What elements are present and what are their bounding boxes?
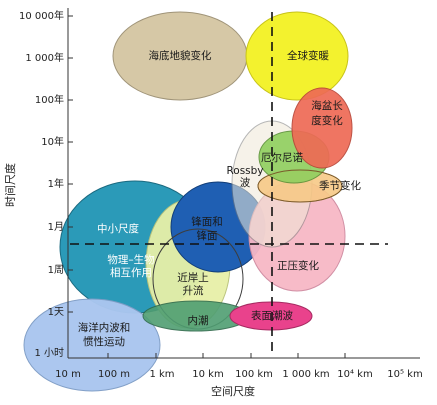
rossby-label-line1: Rossby [226,165,263,177]
biophysical-label-line2: 相互作用 [110,266,152,279]
basin-region [291,87,353,169]
meso-label: 中小尺度 [97,222,139,235]
fronts-label-line2: 锋面 [197,229,218,242]
rossby-label-line2: 波 [240,176,251,189]
elnino-label: 厄尔尼诺 [261,151,303,164]
upwelling-label-line1: 近岸上 [177,271,209,284]
basin-label-line1: 海盆长 [311,99,343,112]
x-tick-label-100m: 100 m [98,369,130,380]
seafloor-label: 海底地貌变化 [149,49,212,62]
y-tick-label-10000yr: 10 000年 [19,9,64,22]
seasonal-label: 季节变化 [319,179,361,192]
y-tick-label-1hour: 1 小时 [34,347,64,359]
y-tick-label-1month: 1月 [48,221,64,233]
x-tick-label-100km: 100 km [235,369,273,380]
y-tick-label-100yr: 100年 [35,93,64,106]
basin-label-line2: 度变化 [311,114,343,127]
internal-waves-label-line1: 海洋内波和 [78,321,131,334]
surface-waves-region [229,301,313,331]
biophysical-label-line1: 物理–生物 [107,253,154,266]
y-tick-label-10yr: 10年 [41,135,64,148]
y-tick-marks [68,15,73,313]
x-tick-label-1000km: 1 000 km [282,369,329,380]
x-tick-marks [107,353,346,358]
x-tick-label-10km: 10 km [192,369,223,380]
y-tick-label-1000yr: 1 000年 [25,51,64,64]
surface-waves-label: 表面潮波 [251,309,293,322]
y-tick-label-1day: 1天 [48,307,64,318]
x-tick-label-10e4km: 10⁴ km [337,369,372,380]
internal-waves-label-line2: 惯性运动 [83,335,125,348]
x-axis-title: 空间尺度 [211,384,255,398]
y-tick-label-1yr: 1年 [48,177,64,190]
x-tick-label-1km: 1 km [149,369,174,380]
y-axis-title: 时间尺度 [3,163,17,207]
global-warming-label: 全球变暖 [287,49,329,62]
x-tick-label-10e5km: 10⁵ km [387,369,422,380]
seasonal-outline [257,169,343,203]
fronts-label-line1: 锋面和 [191,215,223,228]
y-tick-label-1week: 1周 [48,264,64,276]
internal-tide-label: 内潮 [188,314,209,327]
internal-waves-region [23,298,161,392]
x-tick-label-10m: 10 m [55,369,81,380]
upwelling-label-line2: 升流 [183,284,204,297]
pressure-label: 正压变化 [277,259,319,272]
